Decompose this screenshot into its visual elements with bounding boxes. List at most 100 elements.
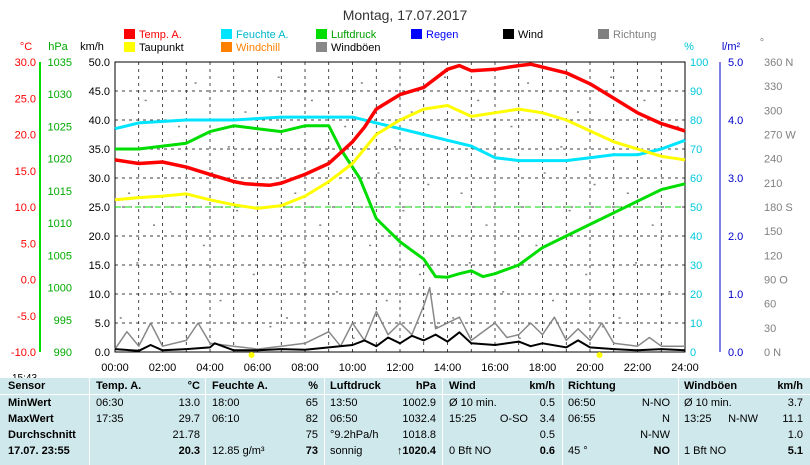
legend-label-wind: Wind [518,29,543,41]
direction-point [369,244,372,247]
tick-pressure: 990 [54,347,72,359]
direction-point [552,299,554,302]
tick-rain: 0.0 [728,347,743,359]
legend-label-direction: Richtung [613,29,656,41]
direction-point [610,76,613,78]
tick-direction: 0 N [764,347,781,359]
tick-x: 12:00 [386,362,414,374]
axis-unit-rain: l/m² [722,41,741,53]
direction-point [211,172,214,174]
direction-point [601,325,604,328]
direction-point [277,76,280,78]
cell-label: 17.07. 23:55 [8,445,70,457]
cell-label: Durchschnitt [8,429,76,441]
cell-label: MinWert [8,397,52,409]
direction-point [252,273,255,276]
tick-x: 18:00 [529,362,557,374]
cell-dir-val: N [662,413,670,425]
tick-rain: 4.0 [728,115,743,127]
cell-wind-time: Ø 10 min. [449,397,497,409]
cell-press-val: 1002.9 [402,397,436,409]
cell-wind-dir: O-SO [499,413,528,425]
direction-point [568,209,571,212]
cell-wind-val: 0.6 [539,445,555,457]
cell-wind-time: 15:25 [449,413,477,425]
tick-pressure: 1020 [48,154,72,166]
table-header-row: Sensor Temp. A. °C Feuchte A. % Luftdruc… [0,378,810,394]
tick-humidity: 60 [690,173,702,185]
direction-point [543,172,546,174]
legend-swatch-direction [598,29,609,39]
cell-temp-val: 21.78 [172,429,200,441]
tick-temp: -5.0 [17,311,36,323]
header-humidity: Feuchte A. [212,380,268,392]
direction-point [144,99,147,102]
tick-temp: 10.0 [15,202,36,214]
cell-hum-time: 18:00 [212,397,240,409]
direction-point [219,299,222,302]
direction-point [419,273,421,276]
tick-temp: 20.0 [15,130,36,142]
cell-wind-val: 0.5 [539,397,555,409]
cell-gust-time: 13:25 [684,413,712,425]
legend-swatch-temp [124,29,135,39]
cell-press-time: 06:50 [330,413,358,425]
table-row: 17.07. 23:55 20.3 12.85 g/m³ 73 sonnig ↑1020.… [0,443,810,459]
tick-direction: 30 [764,323,776,335]
cell-press-val: ↑1020.4 [396,445,436,457]
tick-direction: 150 [764,226,782,238]
tick-rain: 5.0 [728,57,743,69]
direction-point [593,183,596,186]
direction-point [394,146,397,148]
tick-rain: 3.0 [728,173,743,185]
direction-point [352,337,355,339]
tick-rain: 1.0 [728,289,743,301]
cell-hum-val: 73 [305,445,318,457]
header-direction: Richtung [568,380,616,392]
cell-hum-val: 65 [305,397,318,409]
tick-wind: 5.0 [95,318,110,330]
tick-wind: 50.0 [89,57,110,69]
tick-wind: 45.0 [89,86,110,98]
tick-wind: 30.0 [89,173,110,185]
tick-x: 00:00 [101,362,129,374]
tick-x: 04:00 [196,362,224,374]
direction-point [626,192,629,194]
tick-wind: 40.0 [89,115,110,127]
cell-hum-time: 06:10 [212,413,240,425]
direction-point [310,99,313,102]
direction-point [169,291,172,293]
legend-swatch-dew [124,42,135,52]
tick-direction: 60 [764,299,776,311]
legend-label-pressure: Luftdruck [331,29,377,41]
tick-pressure: 1030 [48,89,72,101]
tick-pressure: 1000 [48,283,72,295]
cell-temp-time: 06:30 [96,397,124,409]
series-pressure [115,124,686,279]
legend-label-windchill: Windchill [236,42,280,54]
tick-humidity: 50 [690,202,702,214]
legend-label-rain: Regen [426,29,458,41]
cell-press-time: sonnig [330,445,363,457]
direction-point [443,76,446,78]
direction-point [302,262,305,264]
cell-wind-time: 0 Bft NO [449,445,492,457]
cell-press-val: 1018.8 [402,429,436,441]
cell-gust-val: 1.0 [787,429,803,441]
tick-pressure: 1015 [48,186,72,198]
tick-x: 06:00 [244,362,272,374]
direction-point [269,325,272,328]
tick-wind: 35.0 [89,144,110,156]
tick-direction: 120 [764,250,782,262]
cell-hum-val: 75 [305,429,318,441]
table-row: MinWert 06:30 13.0 18:00 65 13:50 1002.9 Ø 10 m… [0,395,810,411]
header-temp-unit: °C [187,380,200,392]
direction-point [136,262,139,264]
cell-gust-time: Ø 10 min. [684,397,732,409]
direction-point [560,146,563,148]
cell-temp-val: 29.7 [178,413,200,425]
table-row: Durchschnitt 21.78 75 °9.2hPa/h 1018.8 0.5 N-N… [0,427,810,443]
direction-point [128,192,131,194]
direction-point [576,111,579,113]
header-pressure: Luftdruck [330,380,381,392]
